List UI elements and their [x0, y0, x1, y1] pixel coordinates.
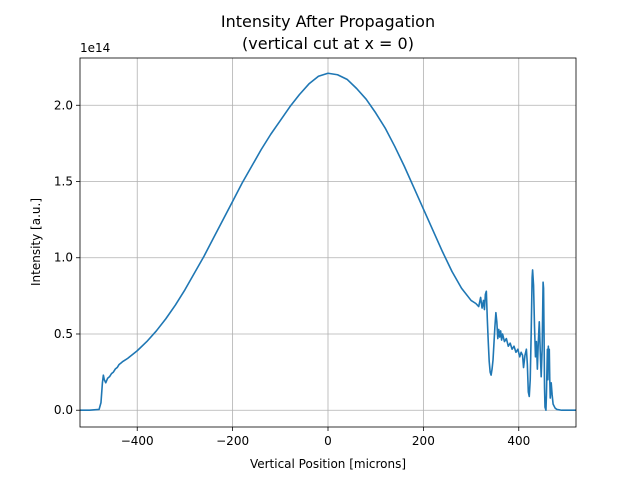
x-tick-label: −200	[216, 434, 249, 448]
y-tick-label: 1.5	[54, 175, 73, 189]
series-line-0	[80, 72, 576, 412]
chart-subtitle: (vertical cut at x = 0)	[242, 34, 414, 53]
x-axis-label: Vertical Position [microns]	[250, 457, 406, 471]
x-tick-label: 0	[324, 434, 332, 448]
axis-ticks: −400 −200 0 200 400 0.0 0.5 1.0 1.5 2.0	[54, 98, 530, 448]
y-tick-label: 0.5	[54, 327, 73, 341]
x-tick-label: −400	[121, 434, 154, 448]
y-axis-label: Intensity [a.u.]	[29, 198, 43, 286]
x-tick-label: 200	[412, 434, 435, 448]
series-layer	[80, 72, 576, 412]
y-offset-label: 1e14	[80, 41, 110, 55]
x-tick-label: 400	[507, 434, 530, 448]
y-tick-label: 0.0	[54, 403, 73, 417]
y-tick-label: 2.0	[54, 98, 73, 112]
grid	[80, 58, 576, 427]
y-tick-label: 1.0	[54, 251, 73, 265]
chart-title: Intensity After Propagation	[221, 12, 435, 31]
